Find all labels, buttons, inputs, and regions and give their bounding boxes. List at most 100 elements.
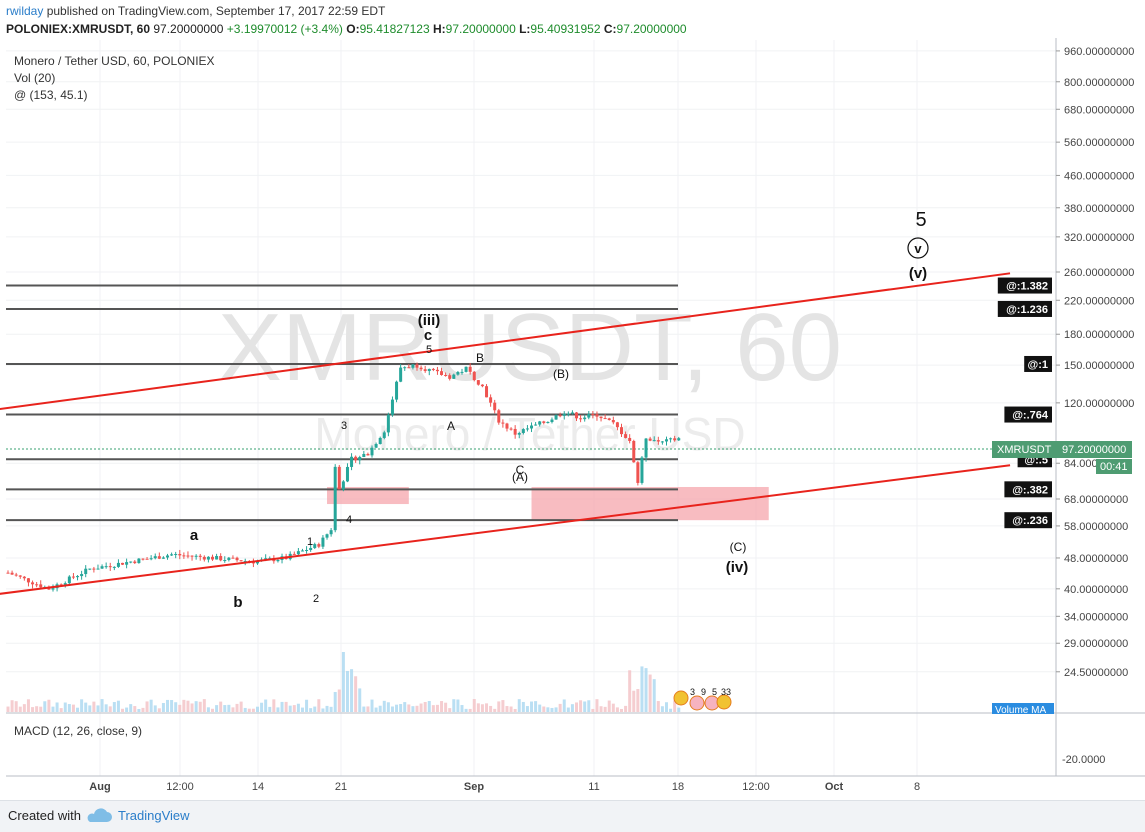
volume-ma-tag: [992, 703, 1054, 714]
volume-bar: [47, 699, 51, 712]
volume-bar: [583, 701, 587, 712]
wave-3-label: 3: [341, 420, 347, 432]
volume-bar: [624, 705, 628, 712]
last-price: 97.20000000: [153, 22, 224, 36]
candle-body: [80, 574, 84, 577]
volume-bar: [366, 706, 370, 712]
watermark-name: Monero / Tether USD: [314, 408, 745, 460]
current-price-tag: XMRUSDT 97.20000000 00:41: [992, 441, 1132, 474]
fib-label: @:.382: [1012, 484, 1048, 496]
price-tick-label: 320.00000000: [1064, 232, 1134, 244]
macd-title[interactable]: MACD (12, 26, close, 9): [14, 724, 142, 738]
candle-body: [84, 568, 88, 575]
candle-body: [325, 534, 329, 538]
volume-ma-label: Volume MA: [995, 705, 1046, 716]
event-icon[interactable]: [716, 694, 732, 710]
volume-bar: [538, 704, 542, 712]
volume-bar: [521, 701, 525, 712]
wave-A-label: A: [447, 419, 455, 433]
candle-body: [227, 557, 231, 561]
candle-body: [243, 561, 247, 563]
volume-bar: [620, 708, 623, 712]
price-change: +3.19970012 (+3.4%): [226, 22, 343, 36]
volume-bar: [141, 707, 145, 712]
volume-bar: [145, 701, 149, 712]
price-axis[interactable]: 960.00000000 800.00000000 680.00000000 560.…: [1056, 46, 1134, 679]
candle-body: [558, 415, 562, 417]
volume-bar: [341, 652, 345, 712]
price-tick-label: 68.00000000: [1064, 494, 1128, 506]
candle-body: [632, 440, 636, 463]
volume-bar: [591, 708, 595, 712]
candle-body: [211, 556, 214, 560]
tradingview-link[interactable]: TradingView: [118, 808, 190, 823]
volume-bar: [88, 705, 92, 712]
candle-body: [411, 364, 415, 368]
volume-bar: [460, 705, 464, 712]
legend-title[interactable]: Monero / Tether USD, 60, POLONIEX: [14, 54, 215, 68]
candle-body: [677, 438, 681, 441]
candle-body: [121, 562, 125, 565]
event-icon[interactable]: [689, 695, 705, 711]
event-icon[interactable]: [673, 690, 689, 706]
fib-label: @:.236: [1012, 515, 1048, 527]
candle-body: [493, 402, 497, 411]
candle-body: [35, 584, 39, 586]
candle-body: [550, 419, 554, 423]
candle-body: [509, 428, 513, 430]
volume-bar: [562, 699, 566, 712]
volume-bar: [640, 666, 644, 712]
tradingview-cloud-icon[interactable]: [86, 806, 112, 826]
candle-body: [309, 547, 313, 551]
volume-bar: [493, 708, 497, 712]
candle-body: [485, 386, 489, 398]
volume-bar: [63, 702, 67, 712]
candle-body: [517, 433, 521, 435]
price-chart[interactable]: XMRUSDT, 60 Monero / Tether USD 5 v (v) …: [0, 38, 1145, 800]
time-axis[interactable]: Aug 12:00 14 21 Sep 11 18 12:00 Oct 8: [89, 781, 920, 793]
candle-body: [374, 444, 378, 448]
volume-bar: [611, 703, 615, 712]
candle-body: [305, 550, 309, 552]
candle-body: [382, 432, 386, 438]
volume-bar: [182, 699, 186, 712]
volume-bar: [55, 702, 59, 712]
current-symbol: XMRUSDT: [997, 444, 1052, 456]
wave-C-label: C: [516, 463, 525, 477]
volume-bar: [305, 699, 309, 712]
macd-axis-tick: -20.0000: [1062, 754, 1105, 766]
volume-bar: [329, 706, 333, 712]
event-badges[interactable]: 3 9 5 33: [673, 687, 732, 711]
volume-bar: [456, 699, 460, 712]
author-link[interactable]: rwilday: [6, 4, 44, 18]
time-tick-label: 12:00: [742, 781, 770, 793]
candle-body: [190, 555, 194, 557]
candle-body: [345, 466, 349, 482]
candle-body: [489, 397, 493, 403]
event-count-4: 33: [721, 687, 731, 697]
volume-bar: [129, 704, 133, 712]
legend-volume[interactable]: Vol (20): [14, 71, 55, 85]
symbol: POLONIEX:XMRUSDT, 60: [6, 22, 151, 36]
volume-bar: [317, 699, 321, 712]
volume-bar: [239, 701, 243, 712]
candle-body: [575, 412, 579, 419]
volume-bar: [599, 706, 603, 712]
volume-bar: [174, 702, 178, 712]
volume-bar: [161, 702, 165, 712]
candle-body: [480, 384, 484, 387]
candle-body: [59, 584, 63, 586]
volume-bar: [190, 703, 194, 712]
price-tick-label: 560.00000000: [1064, 137, 1134, 149]
volume-bar: [480, 704, 484, 712]
high-label: H:: [433, 22, 446, 36]
legend-study[interactable]: @ (153, 45.1): [14, 88, 88, 102]
volume-bar: [403, 702, 407, 712]
volume-bar: [558, 703, 562, 712]
volume-bar: [652, 679, 656, 712]
volume-bar: [607, 700, 611, 712]
candle-body: [39, 584, 43, 588]
wave-B-paren-label: (B): [553, 367, 569, 381]
volume-bar: [415, 705, 419, 712]
price-tick-label: 58.00000000: [1064, 521, 1128, 533]
